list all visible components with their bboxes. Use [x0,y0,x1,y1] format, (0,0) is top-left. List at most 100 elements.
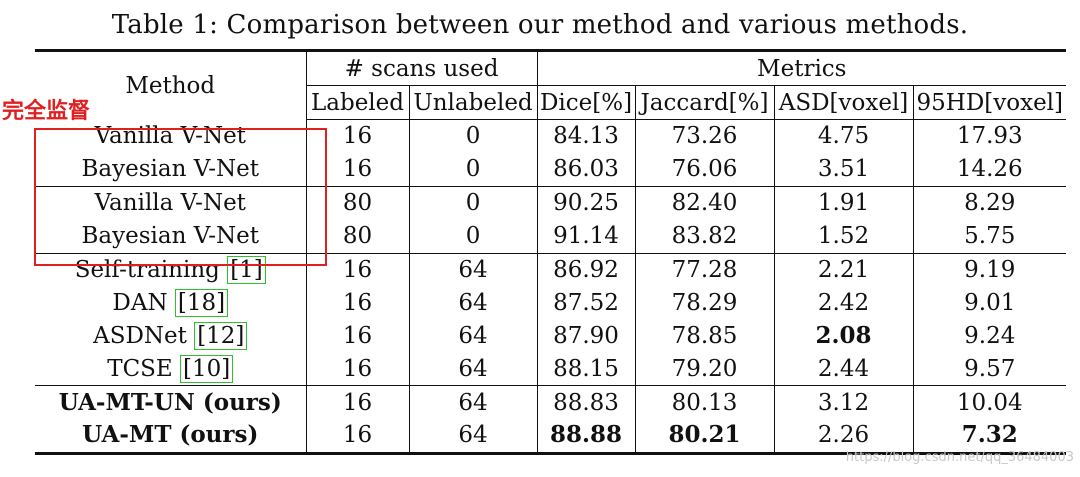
citation-link[interactable]: [12] [194,321,248,350]
cell-jaccard: 77.28 [635,252,775,287]
method-name: UA-MT (ours) [82,421,259,449]
header-labeled: Labeled [306,85,410,120]
cell-jaccard: 80.13 [635,385,775,420]
cell-hd95: 9.01 [964,289,1016,316]
cell-jaccard: 78.85 [635,319,775,353]
method-name: Vanilla V-Net [94,190,246,217]
cell-hd95: 9.19 [913,252,1067,287]
cell-unlabeled: 0 [409,185,538,220]
cell-method: Vanilla V-Net [35,119,307,153]
table-row: Bayesian V-Net 16 0 86.03 76.06 3.51 14.26 [35,152,1066,187]
cell-dice: 87.90 [537,319,636,353]
cell-method: Bayesian V-Net [35,152,307,187]
cell-hd95: 9.24 [964,322,1016,349]
cell-dice: 87.52 [537,286,636,320]
citation-link[interactable]: [1] [227,256,266,284]
cell-unlabeled: 0 [409,219,538,254]
method-name: Bayesian V-Net [81,223,259,250]
cell-dice: 84.13 [537,119,636,153]
comparison-table: Method # scans used Metrics Labeled Unla… [35,49,1067,455]
cell-method: TCSE [10] [35,352,307,386]
cell-dice: 86.92 [537,252,636,287]
cell-asd: 2.26 [774,419,914,455]
supervised-highlight-box [34,128,327,266]
cell-asd: 4.75 [774,119,914,153]
cell-labeled: 80 [306,219,410,254]
cell-labeled: 16 [306,352,410,386]
cell-asd: 2.21 [774,252,914,287]
table-row: Bayesian V-Net 80 0 91.14 83.82 1.52 5.75 [35,219,1066,254]
table-row: UA-MT-UN (ours) 16 64 88.83 80.13 3.12 10.04 [35,385,1067,420]
cell-labeled: 16 [306,385,410,420]
cell-jaccard: 83.82 [635,219,775,254]
table-caption: Table 1: Comparison between our method a… [111,10,969,40]
header-scans-used: # scans used [306,49,538,86]
cell-hd95: 7.32 [913,419,1067,455]
header-method: Method [35,49,307,120]
cell-unlabeled: 64 [409,252,538,287]
cell-unlabeled: 0 [409,119,538,153]
header-asd: ASD[voxel] [774,85,914,120]
citation-link[interactable]: [18] [174,288,229,317]
cell-method: DAN [18] [35,286,307,320]
header-jaccard: Jaccard[%] [635,85,775,120]
table-row: TCSE [10] 16 64 88.15 79.20 2.44 9.57 [35,352,1066,386]
cell-labeled: 80 [306,185,410,220]
table-row: Self-training [1] 16 64 86.92 77.28 2.21 9.19 [35,252,1067,287]
cell-asd: 3.12 [774,385,914,420]
cell-labeled: 16 [306,419,410,455]
cell-method: Bayesian V-Net [35,219,307,254]
header-unlabeled: Unlabeled [409,85,538,120]
cell-asd: 2.08 [774,319,914,353]
cell-labeled: 16 [306,286,410,320]
cell-asd: 2.42 [774,286,914,320]
method-name: Vanilla V-Net [94,123,246,150]
cell-method: Self-training [1] [35,252,307,287]
method-name: DAN [112,289,168,316]
supervised-label: 完全监督 [2,99,91,124]
cell-dice: 88.83 [537,385,636,420]
cell-labeled: 16 [306,319,410,353]
cell-dice: 86.03 [537,152,636,187]
method-name: UA-MT-UN (ours) [58,388,282,416]
table-row: ASDNet [12] 16 64 87.90 78.85 2.08 9.24 [35,319,1066,353]
header-95hd: 95HD[voxel] [913,85,1067,120]
cell-unlabeled: 64 [409,385,538,420]
cell-jaccard: 76.06 [635,152,775,187]
cell-dice: 88.88 [537,419,636,455]
table-row: DAN [18] 16 64 87.52 78.29 2.42 9.01 [35,286,1066,320]
cell-hd95: 8.29 [913,185,1067,220]
table-row: Vanilla V-Net 16 0 84.13 73.26 4.75 17.93 [35,119,1066,153]
cell-method: Vanilla V-Net [35,185,307,220]
cell-unlabeled: 0 [409,152,538,187]
cell-unlabeled: 64 [409,319,538,353]
cell-hd95: 10.04 [913,385,1067,420]
watermark: https://blog.csdn.net/qq_36484003 [845,450,1074,465]
cell-asd: 1.91 [774,185,914,220]
cell-hd95: 14.26 [956,156,1023,183]
method-name: Self-training [74,257,220,283]
cell-labeled: 16 [306,152,410,187]
cell-method: UA-MT (ours) [35,419,307,455]
cell-hd95: 17.93 [956,123,1023,150]
citation-link[interactable]: [10] [180,354,234,383]
cell-dice: 90.25 [537,185,636,220]
table-row: Vanilla V-Net 80 0 90.25 82.40 1.91 8.29 [35,185,1067,220]
cell-jaccard: 79.20 [635,352,775,386]
cell-asd: 1.52 [774,219,914,254]
table-row: UA-MT (ours) 16 64 88.88 80.21 2.26 7.32 [35,419,1067,455]
method-name: Bayesian V-Net [81,156,259,183]
cell-unlabeled: 64 [409,419,538,455]
cell-method: UA-MT-UN (ours) [35,385,307,420]
header-dice: Dice[%] [537,85,636,120]
cell-hd95: 5.75 [964,223,1016,250]
cell-hd95: 9.57 [964,355,1016,382]
cell-jaccard: 80.21 [635,419,775,455]
cell-method: ASDNet [12] [35,319,307,353]
cell-unlabeled: 64 [409,352,538,386]
cell-jaccard: 78.29 [635,286,775,320]
cell-asd: 3.51 [774,152,914,187]
cell-labeled: 16 [306,252,410,287]
cell-jaccard: 82.40 [635,185,775,220]
method-name: TCSE [107,355,173,382]
